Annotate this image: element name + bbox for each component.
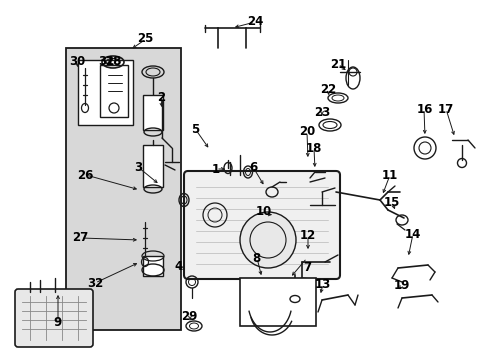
Text: 25: 25 [137, 32, 154, 45]
Text: 8: 8 [252, 252, 260, 265]
Text: 29: 29 [181, 310, 198, 323]
Text: 13: 13 [314, 278, 330, 291]
FancyBboxPatch shape [15, 289, 93, 347]
Bar [240, 278, 315, 326]
Text: 27: 27 [72, 231, 89, 244]
Text: 22: 22 [320, 83, 336, 96]
Text: 30: 30 [69, 55, 85, 68]
Text: 11: 11 [381, 169, 398, 182]
Text: 21: 21 [329, 58, 346, 71]
Text: 12: 12 [299, 229, 316, 242]
Text: 32: 32 [87, 277, 103, 290]
Bar [142, 256, 163, 276]
Text: 9: 9 [54, 316, 61, 329]
Text: 1: 1 [212, 163, 220, 176]
Bar [142, 95, 163, 130]
Text: 16: 16 [415, 103, 432, 116]
Text: 3: 3 [134, 161, 142, 174]
Text: 26: 26 [77, 169, 94, 182]
Bar [66, 48, 181, 330]
Bar [100, 65, 128, 117]
Text: 2: 2 [157, 91, 165, 104]
Text: 18: 18 [305, 142, 322, 155]
Text: 7: 7 [303, 261, 310, 274]
Text: 17: 17 [437, 103, 453, 116]
Text: 23: 23 [313, 106, 329, 119]
Text: 20: 20 [298, 125, 315, 138]
Text: 10: 10 [255, 205, 272, 218]
Bar [142, 145, 163, 187]
Circle shape [240, 212, 295, 268]
Bar [78, 60, 133, 125]
Text: 6: 6 [249, 161, 257, 174]
Text: 24: 24 [246, 15, 263, 28]
Text: 15: 15 [383, 196, 400, 209]
Text: 31: 31 [98, 55, 115, 68]
Text: 28: 28 [105, 55, 122, 68]
Text: 5: 5 [191, 123, 199, 136]
Text: 4: 4 [174, 260, 182, 273]
FancyBboxPatch shape [183, 171, 339, 279]
Text: 14: 14 [404, 228, 421, 240]
Text: 19: 19 [393, 279, 409, 292]
